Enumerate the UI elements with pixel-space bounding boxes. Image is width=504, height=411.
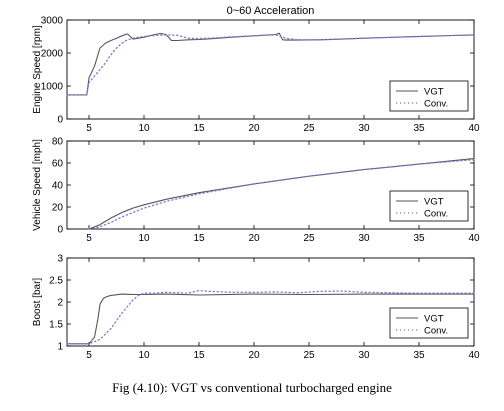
x-tick-label: 30 bbox=[358, 350, 370, 361]
x-tick-label: 40 bbox=[468, 123, 480, 134]
legend-box bbox=[389, 307, 469, 339]
series-line-vgt bbox=[66, 293, 475, 345]
y-axis-label: Engine Speed [rpm] bbox=[32, 25, 43, 114]
legend-label: Conv. bbox=[424, 209, 448, 220]
legend-label: Conv. bbox=[424, 326, 448, 337]
legend-box bbox=[389, 80, 469, 112]
y-axis-label: Vehicle Speed [mph] bbox=[32, 139, 43, 231]
legend-box bbox=[389, 190, 469, 222]
y-tick-label: 3 bbox=[57, 254, 63, 265]
x-tick-label: 20 bbox=[248, 123, 260, 134]
x-tick-label: 5 bbox=[86, 233, 92, 244]
series-line-conv bbox=[66, 34, 475, 96]
x-tick-label: 5 bbox=[86, 350, 92, 361]
legend-label: VGT bbox=[424, 314, 444, 325]
x-tick-label: 20 bbox=[248, 233, 260, 244]
x-tick-label: 35 bbox=[413, 350, 425, 361]
y-tick-label: 80 bbox=[52, 137, 64, 148]
x-tick-label: 15 bbox=[193, 350, 205, 361]
legend-label: Conv. bbox=[424, 99, 448, 110]
y-tick-label: 2 bbox=[57, 298, 63, 309]
x-tick-label: 15 bbox=[193, 123, 205, 134]
y-tick-label: 2000 bbox=[41, 49, 64, 60]
y-tick-label: 40 bbox=[52, 181, 64, 192]
series-line-conv bbox=[66, 289, 475, 345]
legend-label: VGT bbox=[424, 87, 444, 98]
series-line-vgt bbox=[66, 32, 475, 96]
y-tick-label: 1000 bbox=[41, 82, 64, 93]
y-tick-label: 60 bbox=[52, 159, 64, 170]
legend-label: VGT bbox=[424, 197, 444, 208]
x-tick-label: 15 bbox=[193, 233, 205, 244]
x-tick-label: 10 bbox=[138, 233, 150, 244]
x-tick-label: 25 bbox=[303, 350, 315, 361]
x-tick-label: 5 bbox=[86, 123, 92, 134]
x-tick-label: 20 bbox=[248, 350, 260, 361]
y-tick-label: 20 bbox=[52, 203, 64, 214]
x-tick-label: 30 bbox=[358, 123, 370, 134]
x-tick-label: 10 bbox=[138, 350, 150, 361]
y-tick-label: 3000 bbox=[41, 16, 64, 27]
chart-title: 0~60 Acceleration bbox=[227, 5, 315, 17]
x-tick-label: 35 bbox=[413, 123, 425, 134]
y-tick-label: 0 bbox=[57, 225, 63, 236]
y-tick-label: 1.5 bbox=[49, 320, 63, 331]
x-tick-label: 40 bbox=[468, 350, 480, 361]
x-tick-label: 10 bbox=[138, 123, 150, 134]
y-axis-label: Boost [bar] bbox=[32, 278, 43, 327]
x-tick-label: 30 bbox=[358, 233, 370, 244]
y-tick-label: 1 bbox=[57, 342, 63, 353]
y-tick-label: 2.5 bbox=[49, 276, 63, 287]
y-tick-label: 0 bbox=[57, 115, 63, 126]
x-tick-label: 25 bbox=[303, 233, 315, 244]
x-tick-label: 25 bbox=[303, 123, 315, 134]
x-tick-label: 40 bbox=[468, 233, 480, 244]
x-tick-label: 35 bbox=[413, 233, 425, 244]
figure-caption: Fig (4.10): VGT vs conventional turbocha… bbox=[112, 380, 392, 395]
series-line-vgt bbox=[88, 158, 475, 230]
